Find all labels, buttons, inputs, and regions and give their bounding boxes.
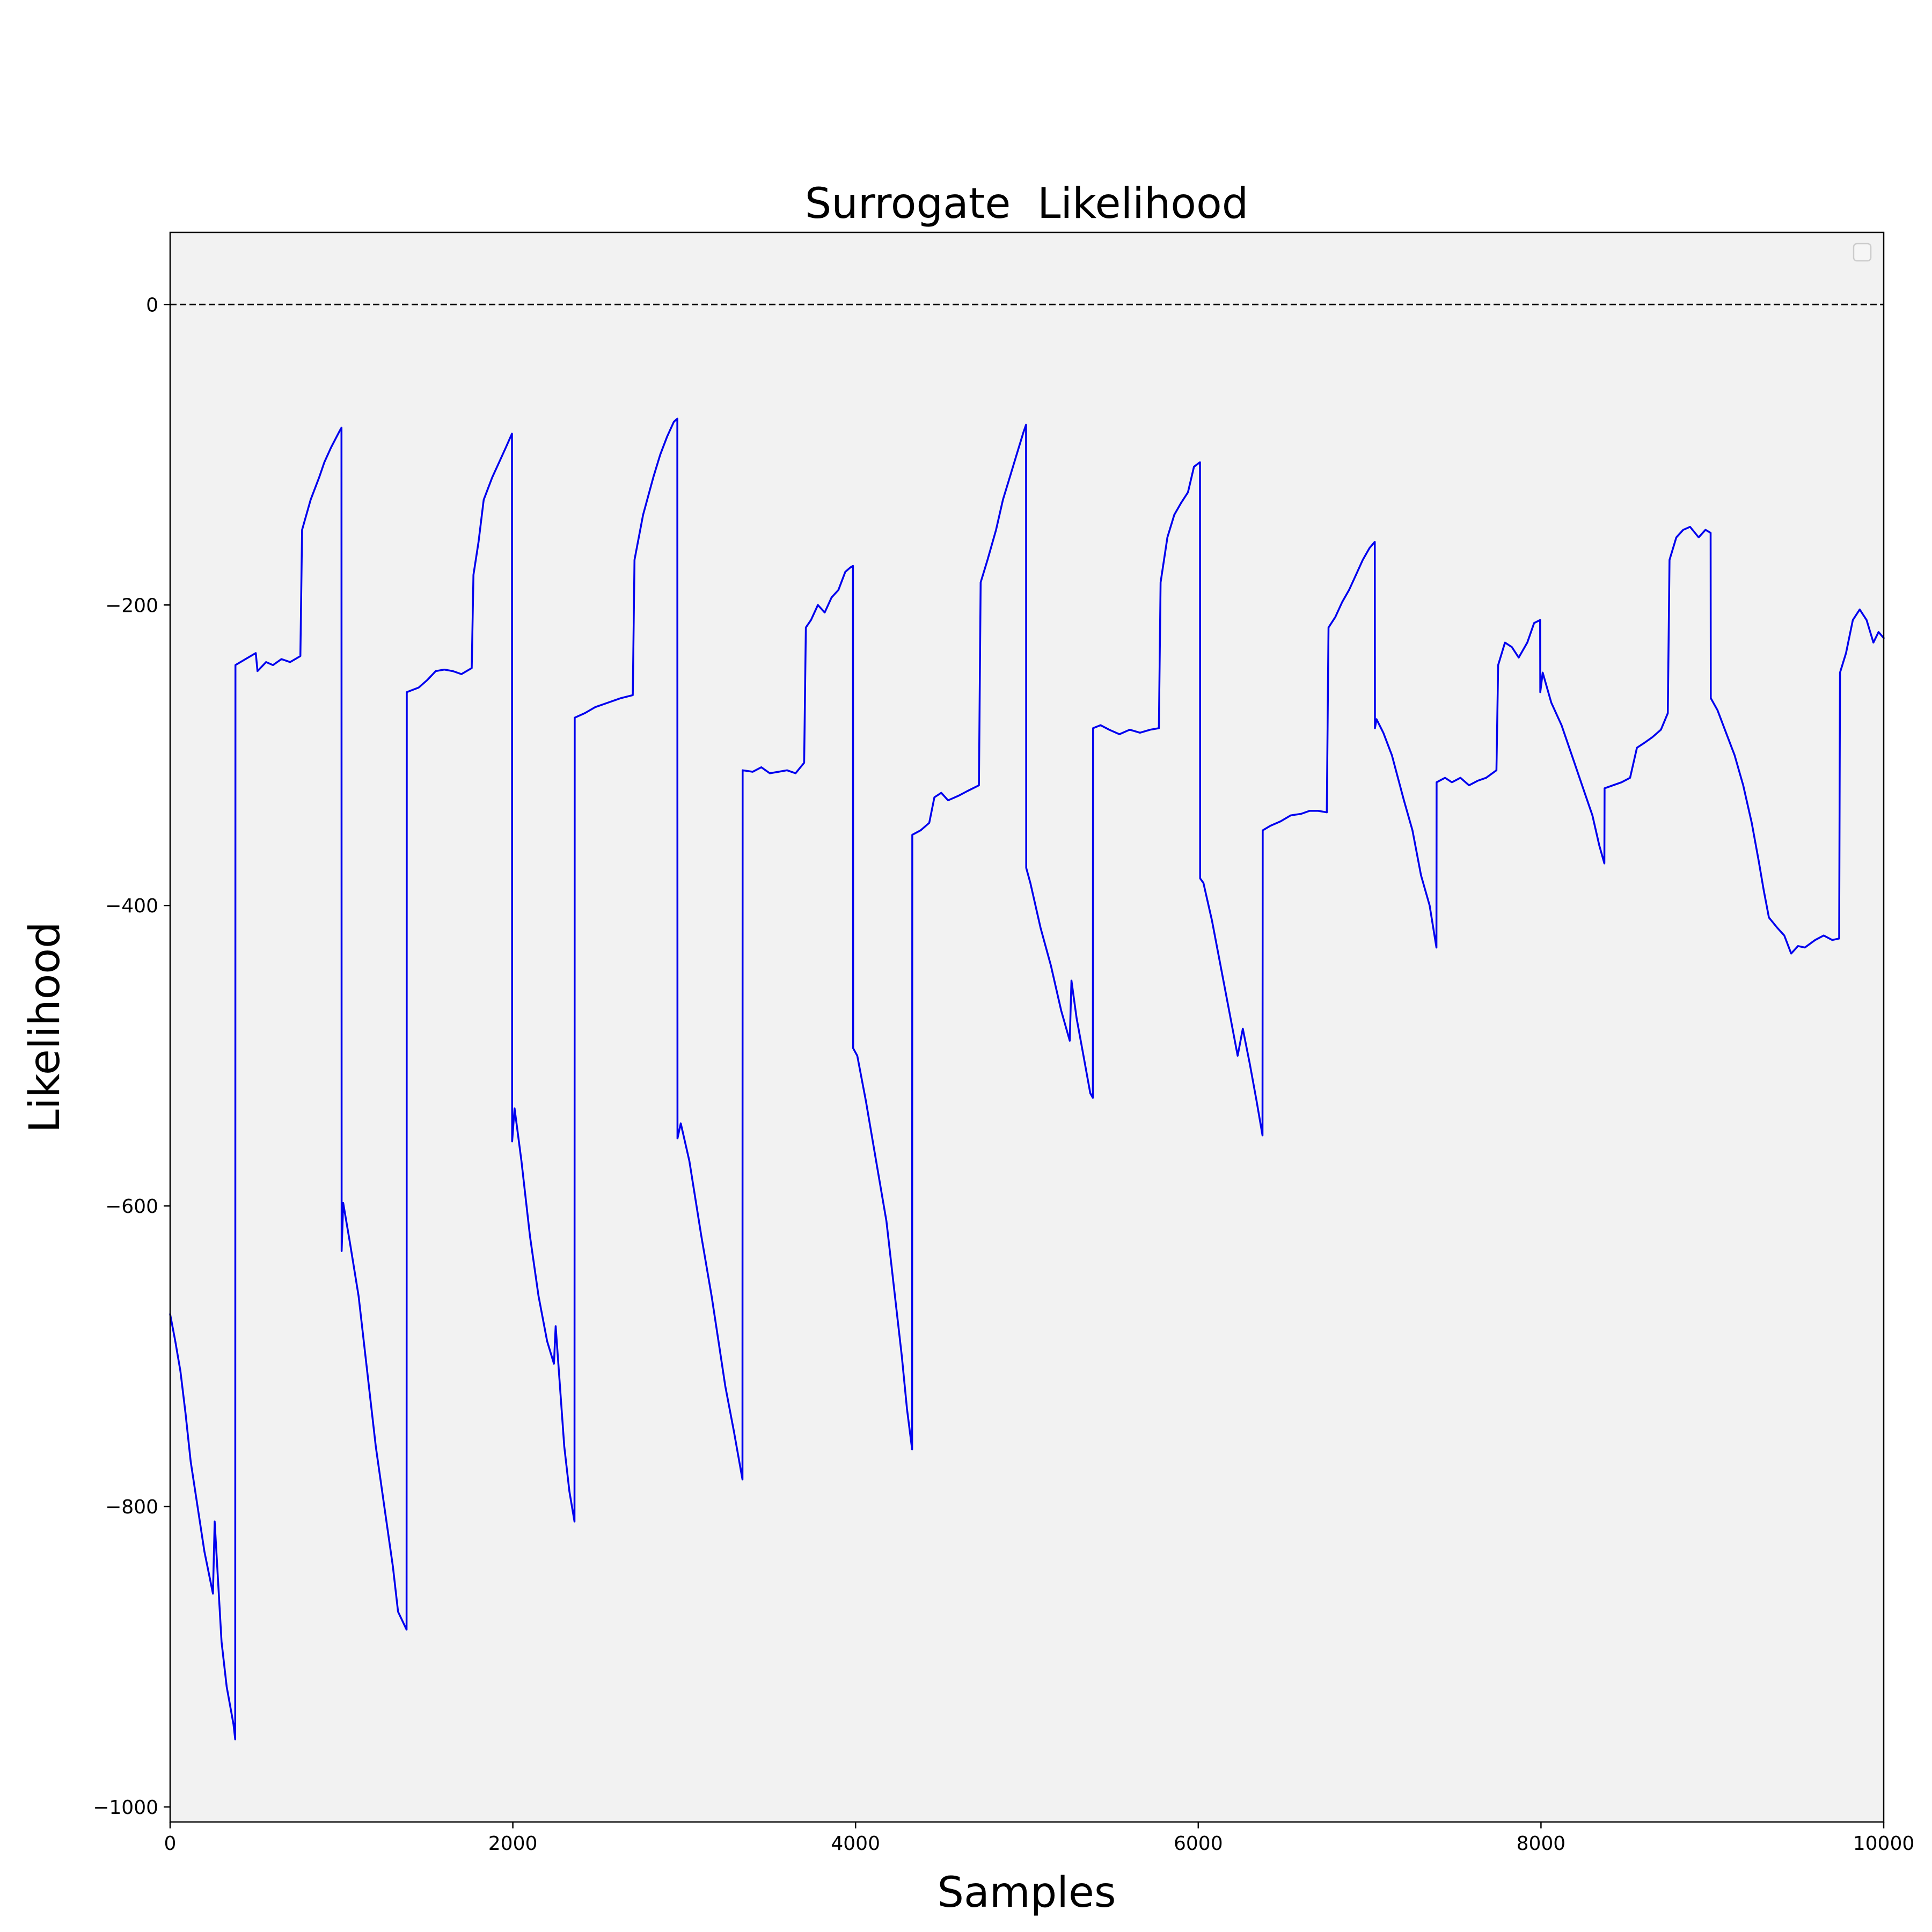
x-tick-label: 8000 <box>1517 1833 1566 1855</box>
plot-frame <box>169 231 1885 1823</box>
x-tick-label: 2000 <box>488 1833 538 1855</box>
x-tick-label: 10000 <box>1853 1833 1915 1855</box>
y-tick-label: −200 <box>105 595 158 617</box>
series-line-0 <box>169 418 1885 1740</box>
x-axis-ticks: 0 2000 4000 6000 8000 10000 <box>164 1822 1915 1855</box>
x-axis-title: Samples <box>937 1869 1116 1917</box>
y-tick-label: −400 <box>105 895 158 917</box>
y-axis-title: Likelihood <box>21 921 69 1132</box>
y-tick-label: −1000 <box>93 1797 158 1819</box>
y-axis-ticks: 0 −200 −400 −600 −800 −1000 <box>93 294 170 1819</box>
x-tick-label: 0 <box>164 1833 177 1855</box>
chart-title: Surrogate Likelihood <box>805 180 1248 228</box>
x-tick-label: 6000 <box>1174 1833 1223 1855</box>
y-tick-label: −800 <box>105 1496 158 1518</box>
series-layer <box>169 418 1885 1740</box>
legend-box <box>1853 243 1872 262</box>
x-tick-label: 4000 <box>831 1833 880 1855</box>
y-tick-label: 0 <box>146 294 158 316</box>
y-tick-label: −600 <box>105 1196 158 1218</box>
